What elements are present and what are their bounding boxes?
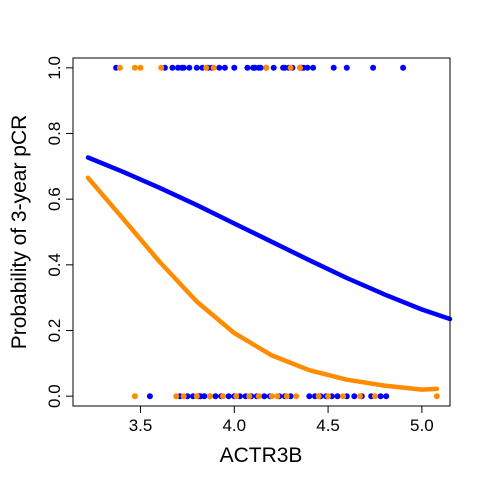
data-point bbox=[310, 64, 317, 71]
data-point bbox=[255, 393, 262, 400]
data-point bbox=[210, 64, 217, 71]
plot-frame bbox=[72, 57, 451, 407]
data-point bbox=[330, 64, 337, 71]
y-tick-label: 0.0 bbox=[45, 384, 64, 408]
data-point bbox=[231, 64, 238, 71]
y-tick-label: 0.2 bbox=[45, 319, 64, 343]
x-axis: 3.5 4.0 4.5 5.0 bbox=[129, 405, 434, 435]
y-tick-label: 0.4 bbox=[45, 253, 64, 277]
data-point bbox=[433, 393, 440, 400]
data-point bbox=[116, 64, 123, 71]
data-point bbox=[351, 393, 358, 400]
data-point bbox=[225, 393, 232, 400]
data-point bbox=[201, 393, 208, 400]
data-point bbox=[297, 64, 303, 71]
data-point bbox=[193, 64, 200, 71]
data-point bbox=[193, 393, 200, 400]
data-point bbox=[246, 393, 253, 400]
data-point bbox=[377, 393, 384, 400]
y-axis-label: Probability of 3-year pCR bbox=[8, 115, 31, 350]
data-point bbox=[261, 393, 268, 400]
data-point bbox=[268, 393, 275, 400]
data-point bbox=[383, 393, 390, 400]
data-point bbox=[180, 393, 187, 400]
data-point bbox=[233, 393, 240, 400]
data-point bbox=[283, 393, 290, 400]
data-point bbox=[203, 64, 210, 71]
data-point bbox=[304, 64, 311, 71]
x-tick-label: 4.0 bbox=[222, 416, 246, 435]
x-tick-label: 4.5 bbox=[316, 416, 340, 435]
data-point bbox=[325, 393, 332, 400]
data-point bbox=[186, 64, 193, 71]
y-tick-label: 0.8 bbox=[45, 122, 64, 146]
curves-layer bbox=[85, 155, 453, 392]
data-point bbox=[216, 64, 223, 71]
data-point bbox=[340, 393, 347, 400]
data-point bbox=[146, 393, 153, 400]
fitted-curve bbox=[85, 155, 453, 322]
y-axis: 0.0 0.2 0.4 0.6 0.8 1.0 bbox=[45, 56, 74, 408]
data-point bbox=[257, 64, 264, 71]
data-point bbox=[293, 393, 300, 400]
data-point bbox=[270, 64, 277, 71]
data-point bbox=[180, 64, 187, 71]
y-tick-label: 1.0 bbox=[45, 56, 64, 80]
data-point bbox=[287, 64, 294, 71]
data-point bbox=[131, 393, 138, 400]
data-point bbox=[315, 393, 322, 400]
data-point bbox=[220, 393, 226, 400]
data-point bbox=[158, 64, 165, 71]
data-point bbox=[137, 64, 144, 71]
data-point bbox=[173, 393, 180, 400]
data-point bbox=[334, 393, 341, 400]
data-point bbox=[244, 64, 251, 71]
data-point bbox=[372, 393, 378, 400]
data-point bbox=[274, 393, 281, 400]
data-point bbox=[131, 64, 138, 71]
data-point bbox=[221, 64, 228, 71]
data-point bbox=[306, 393, 313, 400]
data-point bbox=[400, 64, 407, 71]
data-point bbox=[263, 64, 270, 71]
data-point bbox=[370, 64, 377, 71]
points-layer bbox=[113, 64, 440, 400]
fitted-curve bbox=[85, 175, 440, 392]
data-point bbox=[169, 64, 176, 71]
x-tick-label: 5.0 bbox=[410, 416, 434, 435]
data-point bbox=[206, 393, 213, 400]
x-tick-label: 3.5 bbox=[129, 416, 153, 435]
y-tick-label: 0.6 bbox=[45, 187, 64, 211]
data-point bbox=[212, 393, 219, 400]
x-axis-label: ACTR3B bbox=[220, 444, 303, 467]
data-point bbox=[357, 393, 363, 400]
data-point bbox=[343, 64, 350, 71]
